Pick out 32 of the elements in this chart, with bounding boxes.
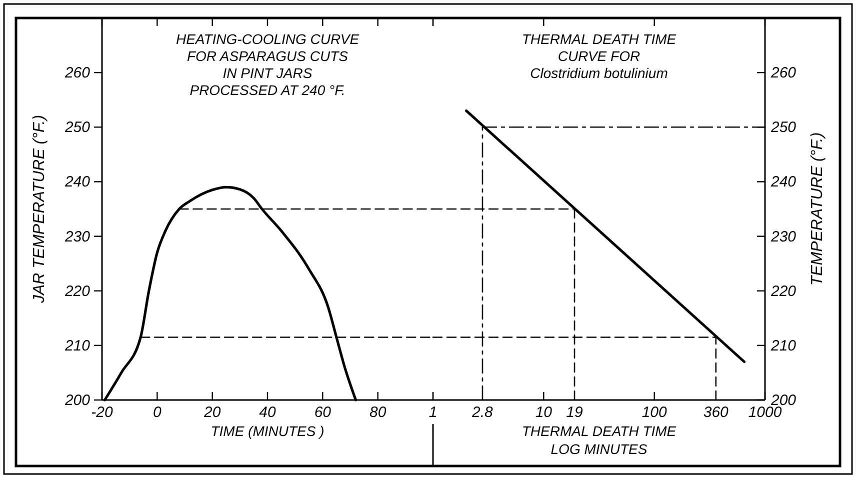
x-tick-label: 1000 xyxy=(748,404,782,421)
y2-tick-label: 260 xyxy=(770,64,797,82)
x-tick-label: 80 xyxy=(369,404,387,421)
x-tick-label: 19 xyxy=(566,404,584,421)
y-tick-label: 260 xyxy=(64,64,91,82)
y-tick-label: 230 xyxy=(64,228,91,246)
x-tick-label: 20 xyxy=(202,404,222,421)
text: THERMAL DEATH TIME CURVE FOR Clostridium botulinium xyxy=(522,31,677,81)
y-tick-label: 220 xyxy=(64,282,91,300)
y2-axis-title: TEMPERATURE (°F.) xyxy=(809,132,826,286)
y2-tick-label: 210 xyxy=(770,337,797,354)
x-tick-label: 10 xyxy=(535,404,553,421)
x-tick-label: 0 xyxy=(152,404,162,421)
x-tick-label: 1 xyxy=(428,404,438,421)
y-tick-label: 200 xyxy=(64,392,91,409)
x-tick-label: -20 xyxy=(91,404,114,421)
y2-tick-label: 230 xyxy=(770,228,797,246)
y-axis-title: JAR TEMPERATURE (°F.) xyxy=(31,114,48,304)
x-tick-label: 2.8 xyxy=(471,404,494,421)
x-tick-label: 40 xyxy=(259,404,276,421)
x-axis-title: THERMAL DEATH TIME LOG MINUTES xyxy=(522,423,677,457)
x-tick-label: 60 xyxy=(314,404,332,421)
y-tick-label: 240 xyxy=(64,174,91,191)
y2-tick-label: 240 xyxy=(770,174,797,191)
x-axis-title: TIME (MINUTES ) xyxy=(210,423,324,439)
x-tick-label: 100 xyxy=(642,404,668,421)
y-tick-label: 250 xyxy=(64,119,91,136)
text: HEATING-COOLING CURVE FOR ASPARAGUS CUTS IN PINT JARS PROCESSED AT 240 °F. xyxy=(176,31,360,98)
y2-tick-label: 250 xyxy=(770,119,797,136)
x-tick-label: 360 xyxy=(703,404,730,421)
y2-tick-label: 220 xyxy=(770,282,797,300)
y-tick-label: 210 xyxy=(64,337,91,354)
